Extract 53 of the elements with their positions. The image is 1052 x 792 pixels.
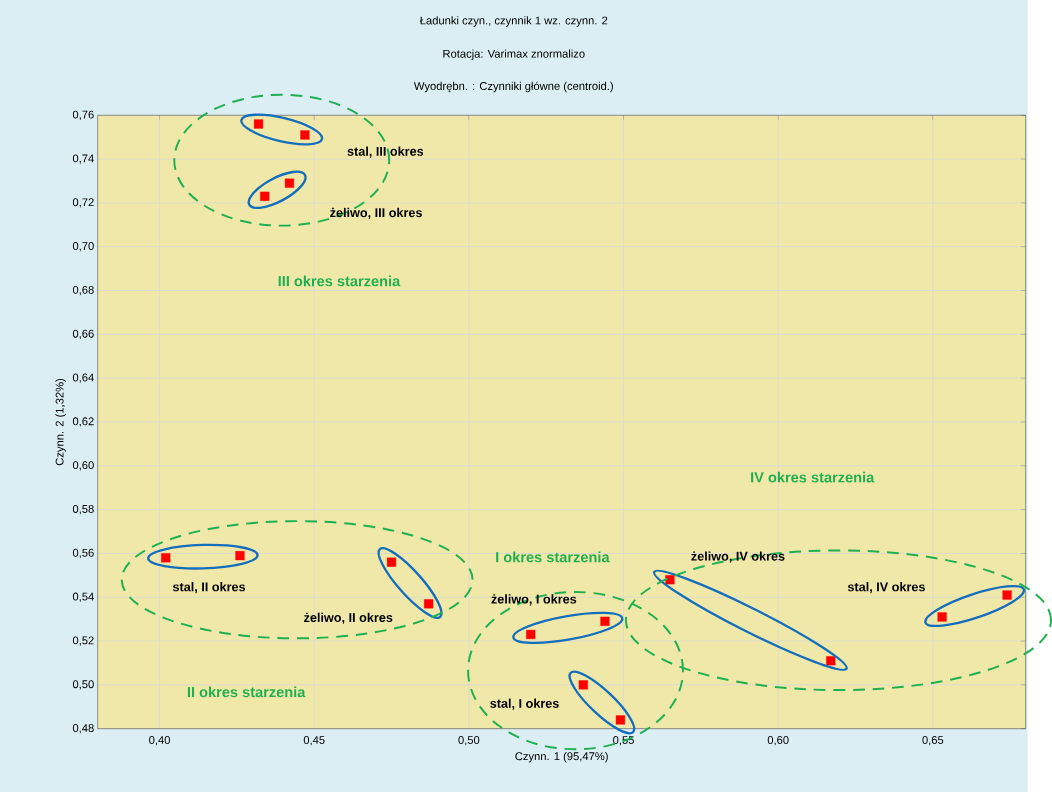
y-tick-label: 0,52	[72, 636, 94, 646]
x-tick-label: 0,40	[149, 735, 170, 746]
y-tick-label: 0,48	[72, 723, 94, 734]
point	[615, 715, 626, 725]
point	[260, 191, 270, 201]
x-tick-label: 0,60	[767, 735, 789, 746]
point	[235, 550, 245, 561]
y-axis-title: Czynn. 2 (1,32%)	[55, 378, 66, 466]
y-tick-label: 0,64	[72, 373, 94, 383]
point	[424, 599, 434, 609]
x-axis-title: Czynn. 1 (95,47%)	[515, 751, 608, 763]
y-tick-label: 0,50	[72, 680, 94, 690]
y-tick-label: 0,62	[72, 417, 94, 427]
annotation: stal, II okres	[172, 581, 246, 594]
point	[526, 629, 536, 639]
annotation: III okres starzenia	[278, 275, 401, 287]
point	[578, 680, 588, 690]
y-tick-label: 0,76	[72, 110, 94, 120]
x-tick-label: 0,45	[303, 735, 325, 746]
point	[284, 178, 295, 188]
y-tick-label: 0,72	[72, 198, 94, 208]
point	[600, 616, 610, 626]
annotation: stal, I okres	[490, 698, 559, 710]
y-tick-label: 0,60	[72, 461, 94, 471]
annotation: II okres starzenia	[187, 686, 306, 698]
point	[937, 612, 947, 622]
point	[665, 575, 675, 585]
y-tick-label: 0,56	[72, 548, 94, 558]
x-tick-label: 0,55	[613, 735, 634, 746]
annotation: żeliwo, II okres	[304, 612, 393, 624]
y-tick-label: 0,74	[72, 154, 94, 164]
y-tick-label: 0,70	[72, 242, 94, 252]
annotation: IV okres starzenia	[751, 471, 875, 483]
y-tick-label: 0,58	[72, 504, 94, 515]
annotation: żeliwo, IV okres	[691, 551, 785, 563]
y-tick-label: 0,66	[72, 329, 94, 339]
point	[253, 119, 264, 129]
point	[826, 656, 836, 666]
y-tick-label: 0,68	[72, 285, 94, 296]
chart-subtitle: Rotacja: Varimax znormalizo	[443, 49, 585, 60]
annotation: żeliwo, I okres	[491, 594, 577, 606]
point	[161, 553, 171, 563]
x-tick-label: 0,50	[458, 735, 480, 746]
x-tick-label: 0,65	[922, 735, 944, 746]
y-tick-label: 0,54	[72, 592, 94, 602]
annotation: stal, III okres	[347, 146, 424, 158]
annotation: stal, IV okres	[847, 581, 925, 594]
point	[300, 130, 310, 140]
chart-title: Ładunki czyn., czynnik 1 wz. czynn. 2	[419, 16, 608, 27]
text: Wyodrębn. : Czynniki główne (centroid.)	[413, 81, 613, 93]
annotation: I okres starzenia	[496, 551, 610, 563]
point	[1002, 590, 1012, 600]
point	[386, 557, 397, 567]
